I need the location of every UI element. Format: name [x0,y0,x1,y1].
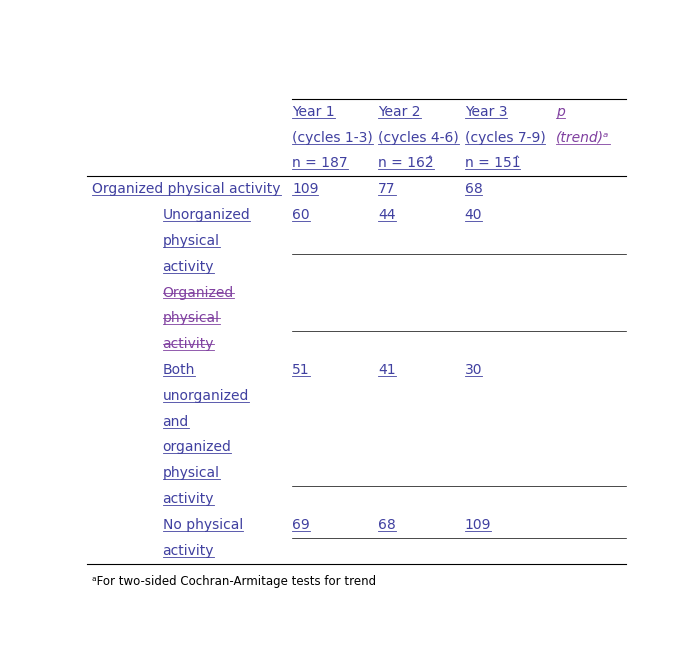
Text: 30: 30 [465,363,482,377]
Text: n = 151̂: n = 151̂ [465,157,520,171]
Text: physical: physical [163,466,219,480]
Text: physical: physical [163,312,219,325]
Text: unorganized: unorganized [163,389,249,403]
Text: 41: 41 [379,363,396,377]
Text: organized: organized [163,440,231,455]
Text: 40: 40 [465,208,482,222]
Text: p: p [556,105,565,119]
Text: Both: Both [163,363,195,377]
Text: (trend)ᵃ: (trend)ᵃ [556,131,610,145]
Text: Organized: Organized [163,285,234,300]
Text: activity: activity [163,260,214,274]
Text: Unorganized: Unorganized [163,208,251,222]
Text: No physical: No physical [163,518,243,532]
Text: Year 1: Year 1 [292,105,335,119]
Text: activity: activity [163,544,214,558]
Text: 68: 68 [465,182,482,196]
Text: Organized physical activity: Organized physical activity [93,182,281,196]
Text: (cycles 4-6): (cycles 4-6) [379,131,459,145]
Text: physical: physical [163,234,219,248]
Text: and: and [163,415,189,428]
Text: Year 2: Year 2 [379,105,421,119]
Text: 51: 51 [292,363,310,377]
Text: activity: activity [163,492,214,506]
Text: 60: 60 [292,208,310,222]
Text: 109: 109 [292,182,319,196]
Text: Year 3: Year 3 [465,105,507,119]
Text: (cycles 7-9): (cycles 7-9) [465,131,546,145]
Text: n = 162̂: n = 162̂ [379,157,434,171]
Text: 109: 109 [465,518,491,532]
Text: 69: 69 [292,518,310,532]
Text: 77: 77 [379,182,396,196]
Text: n = 187: n = 187 [292,157,347,171]
Text: 68: 68 [379,518,396,532]
Text: activity: activity [163,337,214,351]
Text: (cycles 1-3): (cycles 1-3) [292,131,373,145]
Text: 44: 44 [379,208,396,222]
Text: ᵃFor two-sided Cochran-Armitage tests for trend: ᵃFor two-sided Cochran-Armitage tests fo… [93,575,377,588]
